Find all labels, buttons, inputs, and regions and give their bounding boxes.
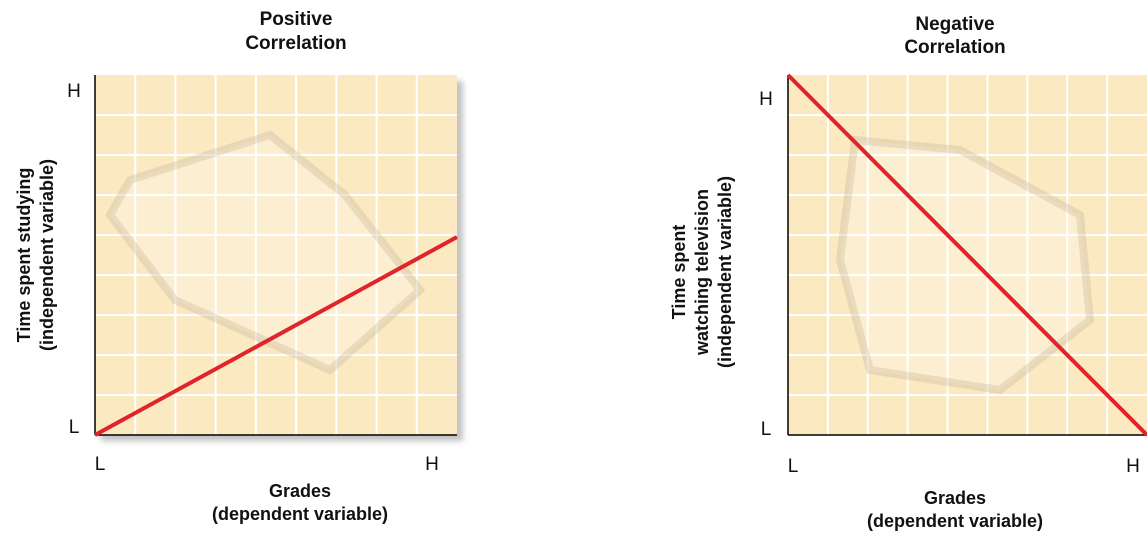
title: Positive xyxy=(260,9,333,30)
grid xyxy=(95,75,457,435)
y-label: (independent variable) xyxy=(715,176,735,368)
x-tick-label: L xyxy=(95,454,106,475)
x-tick-label: H xyxy=(425,454,439,475)
y-tick-label: H xyxy=(67,81,81,102)
plot-area xyxy=(95,75,457,435)
title: Correlation xyxy=(904,37,1005,58)
y-tick-label: H xyxy=(759,89,773,110)
tv-sketch xyxy=(835,135,1095,395)
y-label: Time spent studying xyxy=(14,168,34,343)
y-tick-label: L xyxy=(69,417,80,438)
trend-line xyxy=(786,73,1147,437)
y-tick-label: L xyxy=(761,419,772,440)
x-tick-label: H xyxy=(1126,456,1140,477)
x-label: (dependent variable) xyxy=(212,504,388,524)
x-label: (dependent variable) xyxy=(867,511,1043,531)
x-label: Grades xyxy=(924,488,986,508)
y-label: (independent variable) xyxy=(37,159,57,351)
x-label: Grades xyxy=(269,481,331,501)
x-tick-label: L xyxy=(788,456,799,477)
title: Negative xyxy=(915,14,994,35)
book-sketch xyxy=(105,130,426,375)
grid xyxy=(788,75,1147,435)
trend-line xyxy=(94,235,458,437)
y-label: Time spent xyxy=(669,225,689,320)
y-label: watching television xyxy=(692,189,712,356)
title: Correlation xyxy=(245,33,346,54)
